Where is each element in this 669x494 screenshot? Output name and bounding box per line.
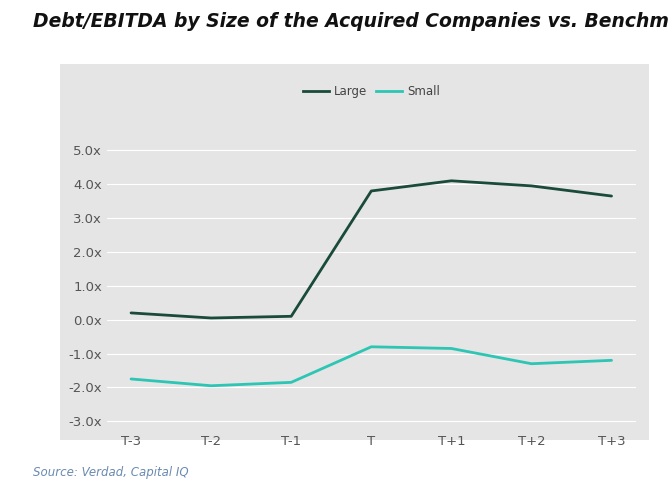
Text: Debt/EBITDA by Size of the Acquired Companies vs. Benchmark: Debt/EBITDA by Size of the Acquired Comp… <box>33 12 669 31</box>
Text: Source: Verdad, Capital IQ: Source: Verdad, Capital IQ <box>33 466 189 479</box>
Legend: Large, Small: Large, Small <box>298 80 444 102</box>
